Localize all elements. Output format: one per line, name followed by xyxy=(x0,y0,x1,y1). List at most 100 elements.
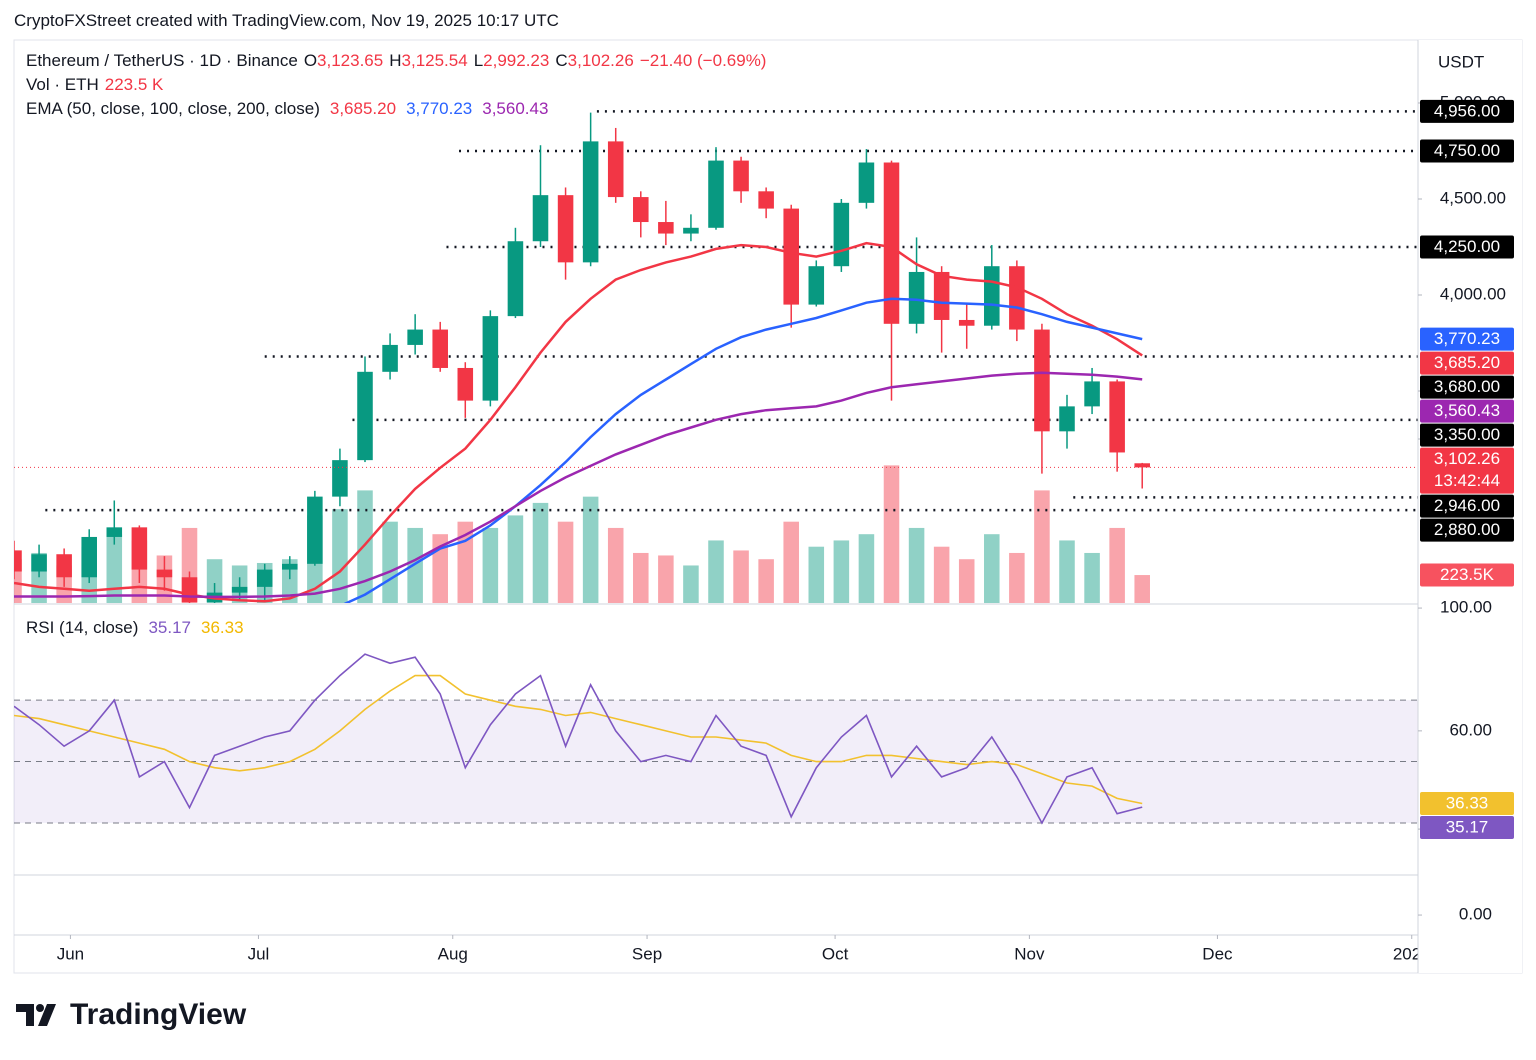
ema-line xyxy=(343,297,1143,603)
candle-body xyxy=(758,191,774,209)
volume-bar xyxy=(607,527,624,603)
candle-body xyxy=(56,554,72,578)
candle-body xyxy=(507,241,524,317)
candle-body xyxy=(231,586,248,593)
volume-bar xyxy=(507,515,524,603)
level-badge xyxy=(1420,375,1514,399)
frame xyxy=(13,39,1523,974)
candle-body xyxy=(858,162,875,203)
level-badge xyxy=(1420,518,1514,542)
legend-rsi: RSI (14, close) 35.17 36.33 xyxy=(26,618,244,638)
change: −21.40 (−0.69%) xyxy=(639,51,767,70)
legend-ema: EMA (50, close, 100, close, 200, close) … xyxy=(26,99,548,119)
candle-body xyxy=(683,227,699,234)
ohlc-key: H xyxy=(389,51,402,70)
ohlc-key: L xyxy=(473,51,484,70)
candle-body xyxy=(256,569,273,587)
x-tick-label: Nov xyxy=(1014,944,1045,963)
ema-value: 3,770.23 xyxy=(406,99,473,118)
candle-body xyxy=(984,266,1000,326)
volume-bar xyxy=(1084,552,1100,603)
candle-body xyxy=(933,271,950,320)
volume-bar xyxy=(206,559,223,603)
price-badge-label: 3,102.26 xyxy=(1434,449,1500,468)
level-badge xyxy=(1420,235,1514,259)
candle-body xyxy=(482,316,499,401)
volume-badge-label: 223.5K xyxy=(1440,565,1495,584)
price-badge xyxy=(1420,447,1514,494)
currency: USDT xyxy=(1438,52,1484,71)
level-badge xyxy=(1420,494,1514,518)
ema-badge-label: 3,560.43 xyxy=(1434,401,1500,420)
volume-bar xyxy=(1109,527,1125,603)
volume-bar xyxy=(958,559,975,603)
volume-bar xyxy=(808,546,825,603)
level-badge xyxy=(1420,99,1514,123)
candle-body xyxy=(131,527,148,570)
legend-main: Ethereum / TetherUS · 1D · Binance O3,12… xyxy=(26,51,766,71)
candle-body xyxy=(557,195,574,263)
legend-volume: Vol · ETH 223.5 K xyxy=(26,75,163,95)
ema-title: EMA (50, close, 100, close, 200, close) xyxy=(26,99,320,118)
x-tick-label: Sep xyxy=(632,944,662,963)
candle-body xyxy=(407,329,423,345)
candle-body xyxy=(633,197,649,223)
volume-bar xyxy=(708,540,724,603)
candle-body xyxy=(282,563,298,570)
candle-body xyxy=(1059,406,1075,432)
ema-badge xyxy=(1420,351,1514,375)
rsi-value: 35.17 xyxy=(148,618,191,637)
volume-bar xyxy=(633,552,649,603)
candle-body xyxy=(708,160,724,228)
volume-bar xyxy=(357,490,373,603)
rsi-badge xyxy=(1420,792,1514,816)
candle-body xyxy=(1134,463,1150,468)
level-badge-label: 3,350.00 xyxy=(1434,425,1500,444)
volume-bar xyxy=(407,527,423,603)
volume-bar xyxy=(106,534,123,603)
volume-bar xyxy=(1134,575,1150,603)
watermark: CryptoFXStreet created with TradingView.… xyxy=(14,11,559,30)
x-tick-label: Dec xyxy=(1202,944,1233,963)
ema-value: 3,685.20 xyxy=(329,99,397,118)
y-tick-label: 4,500.00 xyxy=(1440,188,1506,207)
candle-body xyxy=(658,222,674,234)
candle-body xyxy=(833,202,850,267)
level-badge xyxy=(1420,139,1514,163)
volume-bar xyxy=(582,496,599,603)
volume-bar xyxy=(933,546,950,603)
candle-body xyxy=(1009,266,1025,330)
candle-body xyxy=(582,141,599,263)
level-badge-label: 4,250.00 xyxy=(1434,237,1500,256)
candle-body xyxy=(883,162,900,324)
level-badge-label: 4,956.00 xyxy=(1434,101,1500,120)
candle-body xyxy=(1109,381,1125,453)
volume-bar xyxy=(733,550,749,603)
candle-body xyxy=(81,536,97,578)
ema-badge xyxy=(1420,399,1514,423)
x-tick-label: Jun xyxy=(57,944,84,963)
rsi-title: RSI (14, close) xyxy=(26,618,139,637)
volume-bar xyxy=(683,565,699,603)
volume-bar xyxy=(658,555,674,603)
candle-body xyxy=(457,367,474,401)
rsi-badge-label: 35.17 xyxy=(1446,818,1489,837)
candle-body xyxy=(1034,329,1050,432)
rsi-tick-label: 0.00 xyxy=(1459,905,1492,924)
ema-badge-label: 3,685.20 xyxy=(1434,353,1500,372)
x-tick-label: Oct xyxy=(822,944,849,963)
volume-bar xyxy=(14,559,22,603)
x-tick-label: Aug xyxy=(438,944,468,963)
volume-bar xyxy=(482,527,499,603)
brand-name: TradingView xyxy=(70,998,247,1031)
ohlc-key: O xyxy=(303,51,318,70)
candle-body xyxy=(382,344,398,372)
volume-bar xyxy=(1009,552,1025,603)
candle-body xyxy=(307,496,323,564)
volume-title: Vol · ETH xyxy=(26,75,99,94)
candle-body xyxy=(908,271,925,324)
rsi-tick-label: 60.00 xyxy=(1449,720,1492,739)
candle-body xyxy=(357,371,373,461)
